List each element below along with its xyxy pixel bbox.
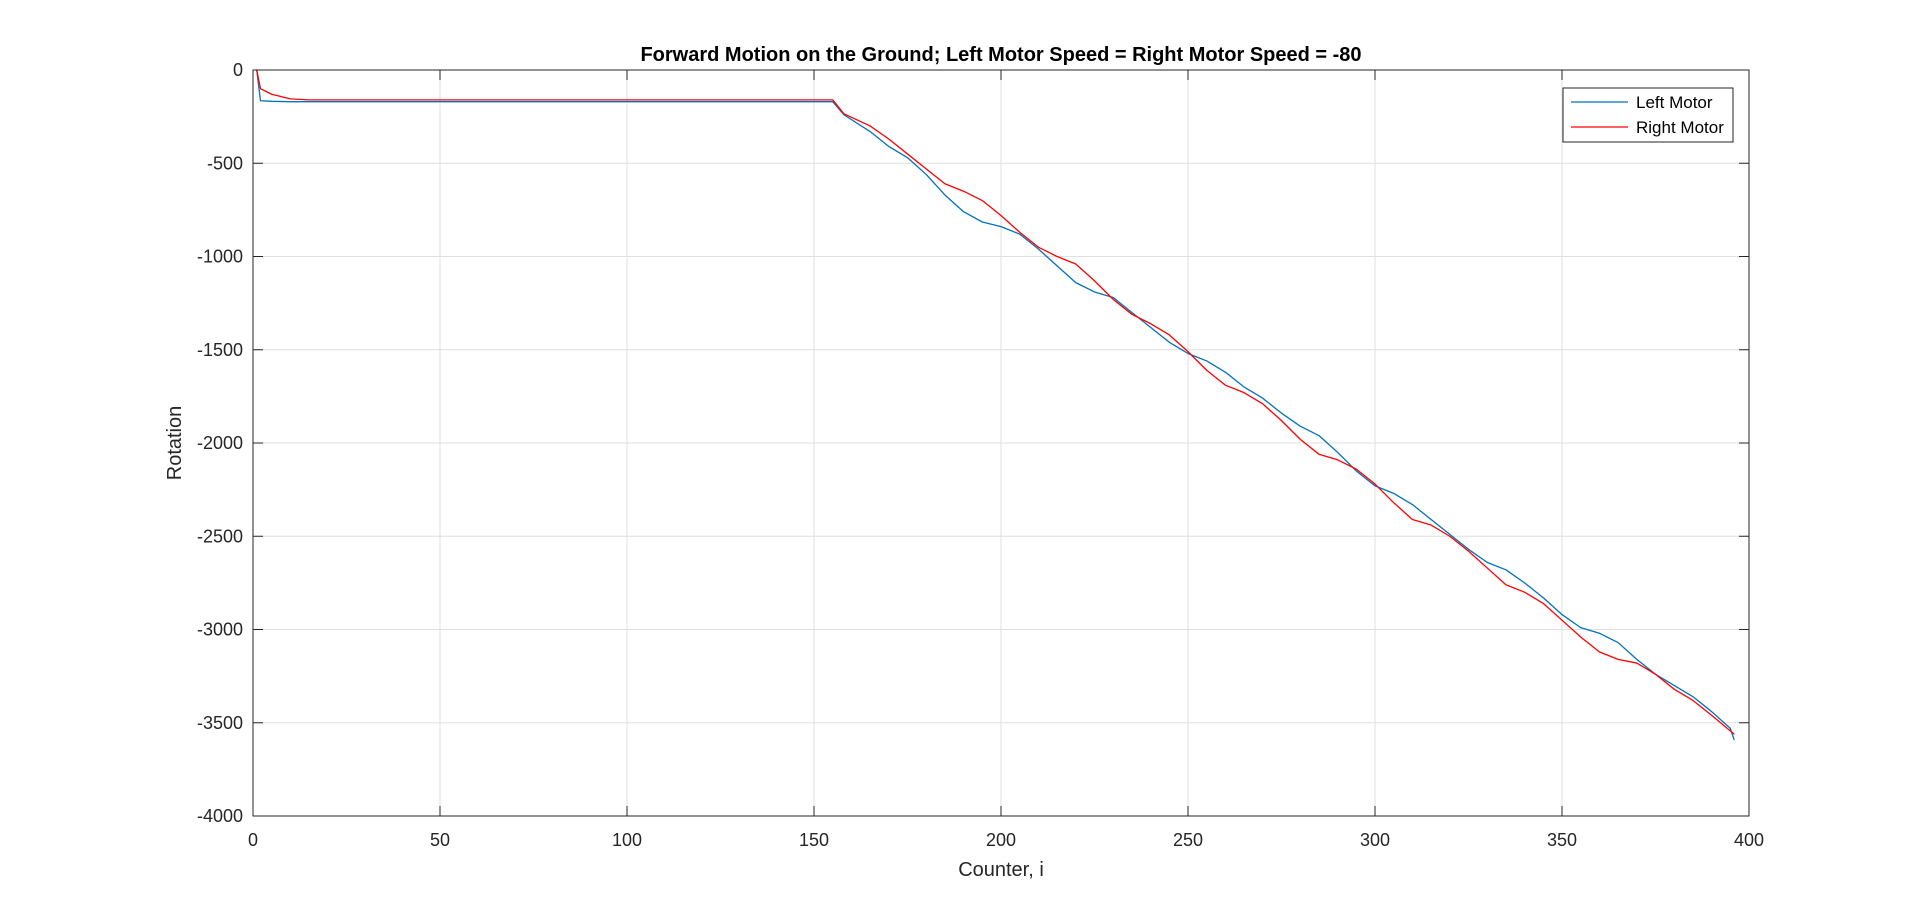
grid-lines	[253, 70, 1749, 816]
y-axis-label: Rotation	[164, 406, 186, 481]
legend-label-left-motor: Left Motor	[1636, 93, 1713, 112]
x-tick-label: 150	[799, 830, 829, 850]
x-tick-label: 200	[986, 830, 1016, 850]
y-tick-label: -3000	[197, 620, 243, 640]
y-tick-label: -2500	[197, 526, 243, 546]
x-tick-label: 100	[612, 830, 642, 850]
legend: Left Motor Right Motor	[1562, 87, 1734, 143]
x-tick-label: 50	[430, 830, 450, 850]
series-line-right-motor	[256, 69, 1735, 735]
series-line-left-motor	[256, 69, 1735, 741]
x-tick-label: 300	[1360, 830, 1390, 850]
legend-label-right-motor: Right Motor	[1636, 118, 1724, 137]
x-tick-label: 350	[1547, 830, 1577, 850]
y-tick-label: -2000	[197, 433, 243, 453]
x-axis-tick-labels: 0 50 100 150 200 250 300 350 400	[248, 830, 1764, 850]
y-tick-label: -3500	[197, 713, 243, 733]
data-series	[256, 69, 1735, 741]
axis-ticks	[252, 69, 1750, 817]
y-tick-label: 0	[233, 60, 243, 80]
y-tick-label: -4000	[197, 806, 243, 826]
y-tick-label: -1500	[197, 340, 243, 360]
x-tick-label: 400	[1734, 830, 1764, 850]
legend-box	[1562, 87, 1734, 143]
y-tick-label: -500	[207, 153, 243, 173]
chart-title: Forward Motion on the Ground; Left Motor…	[640, 44, 1361, 66]
x-tick-label: 0	[248, 830, 258, 850]
y-tick-label: -1000	[197, 247, 243, 267]
x-axis-label: Counter, i	[958, 859, 1044, 881]
y-axis-tick-labels: 0 -500 -1000 -1500 -2000 -2500 -3000 -3500 -4000	[197, 60, 243, 826]
x-tick-label: 250	[1173, 830, 1203, 850]
